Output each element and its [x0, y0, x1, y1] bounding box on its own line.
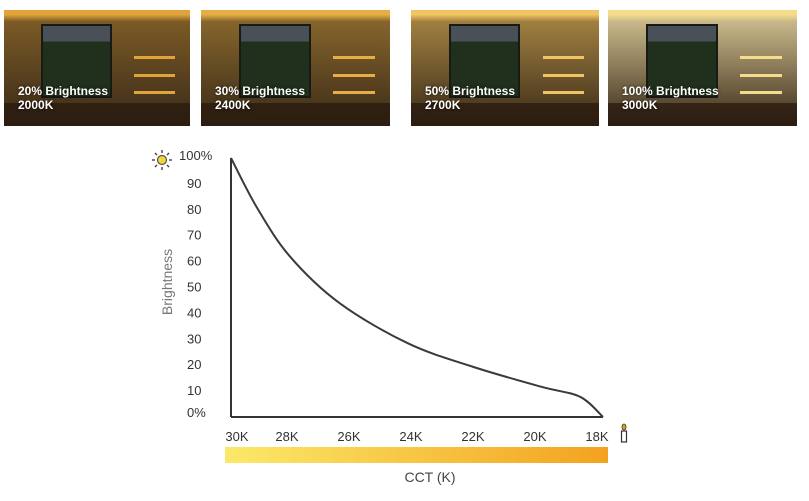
- x-tick-label: 20K: [523, 429, 546, 444]
- candle-icon: [620, 423, 628, 443]
- photo-cct-label: 2700K: [425, 98, 461, 112]
- y-tick-label: 60: [187, 254, 201, 269]
- photo-cct-label: 3000K: [622, 98, 658, 112]
- photo-cct-label: 2000K: [18, 98, 54, 112]
- brightness-curve: [230, 157, 604, 418]
- x-tick-label: 26K: [337, 429, 360, 444]
- sun-icon: [152, 150, 172, 170]
- photo-brightness-label: 100% Brightness: [622, 84, 719, 98]
- x-tick-label: 22K: [461, 429, 484, 444]
- photo-cct-label: 2400K: [215, 98, 251, 112]
- photo-brightness-label: 30% Brightness: [215, 84, 306, 98]
- y-tick-label: 20: [187, 357, 201, 372]
- photo-3: 50% Brightness 2700K: [411, 10, 599, 126]
- y-axis-label: Brightness: [159, 249, 175, 315]
- y-tick-label: 90: [187, 176, 201, 191]
- y-tick-label: 0%: [187, 405, 206, 420]
- y-tick-label: 40: [187, 305, 201, 320]
- y-tick-label: 100%: [179, 148, 213, 163]
- y-tick-label: 80: [187, 202, 201, 217]
- y-tick-label: 30: [187, 331, 201, 346]
- y-tick-label: 70: [187, 228, 201, 243]
- photo-4: 100% Brightness 3000K: [608, 10, 797, 126]
- x-tick-label: 18K: [585, 429, 608, 444]
- photo-1: 20% Brightness 2000K: [4, 10, 190, 126]
- x-tick-label: 24K: [399, 429, 422, 444]
- y-tick-label: 10: [187, 383, 201, 398]
- photo-brightness-label: 50% Brightness: [425, 84, 516, 98]
- y-tick-label: 50: [187, 280, 201, 295]
- photo-2: 30% Brightness 2400K: [201, 10, 390, 126]
- cct-gradient-bar: [225, 447, 608, 463]
- x-tick-label: 28K: [275, 429, 298, 444]
- photo-brightness-label: 20% Brightness: [18, 84, 109, 98]
- x-axis-label: CCT (K): [404, 469, 455, 485]
- x-tick-label: 30K: [225, 429, 248, 444]
